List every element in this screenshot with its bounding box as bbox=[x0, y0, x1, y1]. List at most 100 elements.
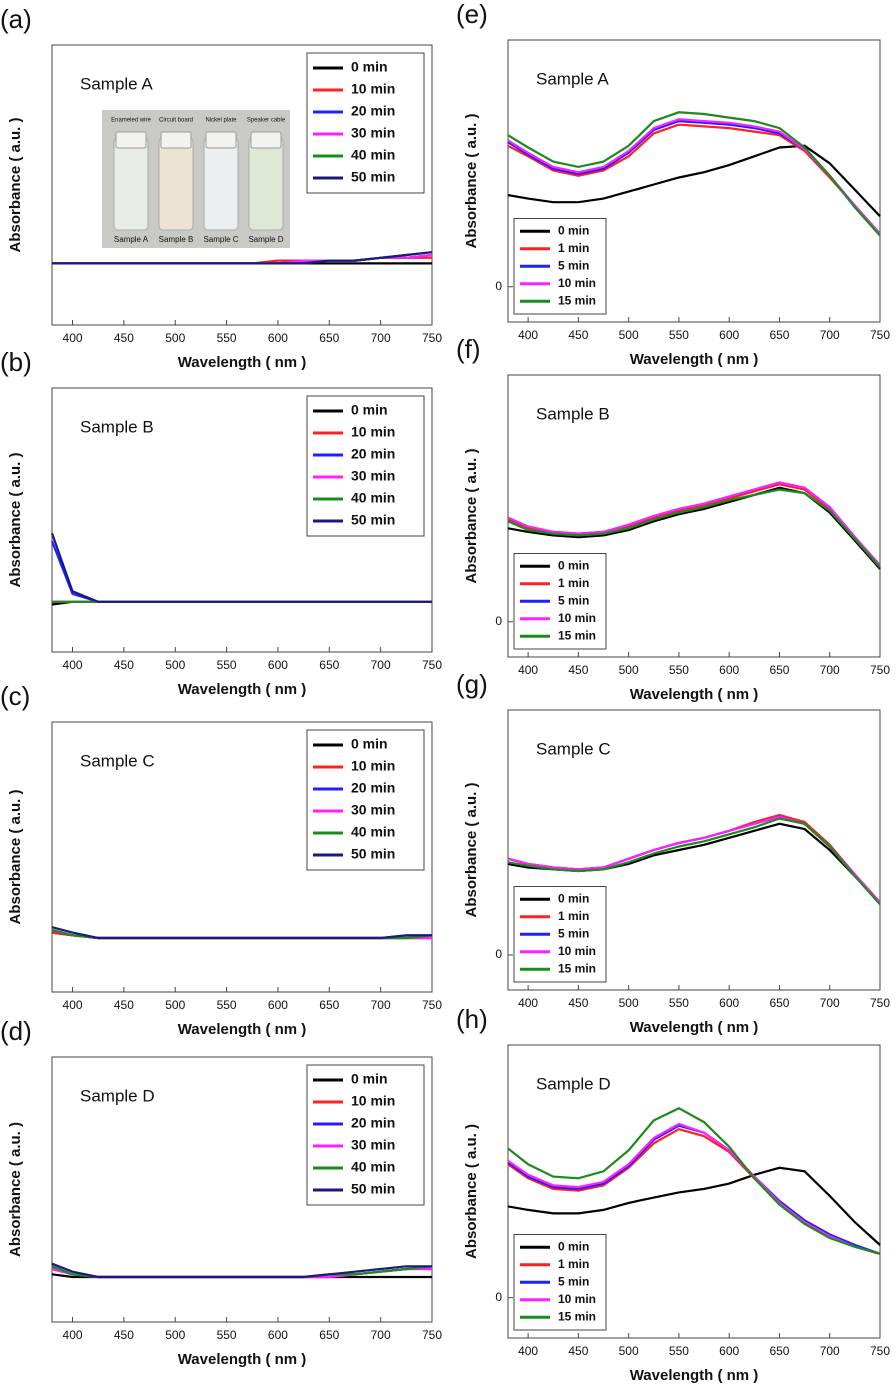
x-tick-label: 750 bbox=[422, 1328, 442, 1342]
x-tick-label: 600 bbox=[268, 998, 288, 1012]
x-tick-label: 450 bbox=[114, 1328, 134, 1342]
legend-box bbox=[306, 395, 425, 537]
legend-label: 1 min bbox=[558, 576, 589, 590]
legend-label: 10 min bbox=[558, 1292, 596, 1306]
legend-label: 1 min bbox=[558, 241, 589, 255]
series-line bbox=[51, 1262, 432, 1279]
legend-label: 20 min bbox=[351, 1115, 395, 1131]
sample-title: Sample D bbox=[80, 1086, 155, 1105]
legend-label: 50 min bbox=[351, 846, 395, 862]
panel-label: (f) bbox=[456, 334, 481, 364]
legend-label: 10 min bbox=[351, 1093, 395, 1109]
x-tick-label: 500 bbox=[619, 1344, 639, 1358]
x-axis-label: Wavelength ( nm ) bbox=[630, 686, 759, 703]
x-axis-label: Wavelength ( nm ) bbox=[630, 351, 759, 368]
plot-frame bbox=[51, 44, 433, 326]
sample-title: Sample B bbox=[80, 417, 154, 436]
series-line bbox=[51, 1265, 433, 1279]
legend-label: 10 min bbox=[558, 276, 596, 290]
legend-label: 50 min bbox=[351, 169, 395, 185]
x-tick-label: 600 bbox=[719, 1344, 739, 1358]
y-axis-label: Absorbance ( a.u. ) bbox=[7, 117, 24, 252]
x-tick-label: 550 bbox=[217, 1328, 237, 1342]
series-line bbox=[507, 118, 881, 235]
legend-label: 0 min bbox=[351, 736, 388, 752]
series-line bbox=[50, 532, 432, 603]
inset-caption: Sample C bbox=[203, 235, 238, 244]
x-tick-label: 750 bbox=[870, 1344, 890, 1358]
legend-label: 10 min bbox=[558, 611, 596, 625]
plot-frame bbox=[51, 721, 433, 993]
x-tick-label: 650 bbox=[319, 658, 339, 672]
legend-label: 40 min bbox=[351, 490, 395, 506]
panel-label: (h) bbox=[456, 1004, 488, 1034]
x-tick-label: 550 bbox=[669, 1344, 689, 1358]
y-axis-label: Absorbance ( a.u. ) bbox=[463, 448, 480, 583]
x-axis-label: Wavelength ( nm ) bbox=[630, 1367, 759, 1384]
inset-caption: Sample D bbox=[248, 235, 283, 244]
vial bbox=[248, 137, 284, 231]
y-axis-label: Absorbance ( a.u. ) bbox=[7, 452, 24, 587]
x-tick-label: 600 bbox=[268, 331, 288, 345]
x-tick-label: 700 bbox=[820, 996, 840, 1010]
y-tick-label: 0 bbox=[495, 279, 502, 293]
series-line bbox=[507, 144, 881, 217]
panel-label: (d) bbox=[0, 1016, 32, 1046]
x-tick-label: 450 bbox=[568, 1344, 588, 1358]
panel-label: (a) bbox=[0, 4, 32, 34]
x-tick-label: 750 bbox=[422, 658, 442, 672]
x-tick-label: 500 bbox=[619, 663, 639, 677]
series-line bbox=[507, 1122, 881, 1255]
legend-label: 1 min bbox=[558, 1257, 589, 1271]
plot-frame bbox=[507, 39, 881, 323]
x-tick-label: 600 bbox=[268, 658, 288, 672]
x-tick-label: 450 bbox=[114, 998, 134, 1012]
series-line bbox=[507, 488, 881, 568]
vial-cap bbox=[250, 131, 282, 149]
vial-cap bbox=[160, 131, 192, 149]
plot-frame bbox=[51, 1056, 433, 1323]
legend-label: 50 min bbox=[351, 512, 395, 528]
series-line bbox=[507, 1106, 881, 1255]
panel-label: (g) bbox=[456, 669, 488, 699]
series-line bbox=[51, 928, 432, 940]
vial bbox=[113, 137, 149, 231]
legend-label: 0 min bbox=[558, 223, 589, 237]
legend-label: 0 min bbox=[351, 1071, 388, 1087]
inset-label: Enameled wire bbox=[111, 118, 151, 124]
x-tick-label: 550 bbox=[669, 663, 689, 677]
x-axis-label: Wavelength ( nm ) bbox=[178, 1351, 307, 1368]
sample-title: Sample D bbox=[536, 1074, 611, 1093]
x-axis-label: Wavelength ( nm ) bbox=[178, 1021, 307, 1038]
legend-label: 15 min bbox=[558, 293, 596, 307]
sample-title: Sample A bbox=[536, 69, 609, 88]
x-tick-label: 450 bbox=[114, 331, 134, 345]
x-tick-label: 500 bbox=[165, 658, 185, 672]
y-axis-label: Absorbance ( a.u. ) bbox=[463, 1124, 480, 1259]
legend-label: 1 min bbox=[558, 909, 589, 923]
legend-label: 15 min bbox=[558, 1309, 596, 1323]
legend-label: 10 min bbox=[558, 944, 596, 958]
legend-label: 50 min bbox=[351, 1181, 395, 1197]
x-tick-label: 400 bbox=[63, 1328, 83, 1342]
legend-label: 30 min bbox=[351, 802, 395, 818]
x-tick-label: 450 bbox=[568, 996, 588, 1010]
sample-title: Sample A bbox=[80, 74, 153, 93]
legend-label: 5 min bbox=[558, 1274, 589, 1288]
sample-title: Sample C bbox=[80, 751, 155, 770]
x-tick-label: 400 bbox=[518, 1344, 538, 1358]
legend-label: 20 min bbox=[351, 103, 395, 119]
x-tick-label: 450 bbox=[568, 328, 588, 342]
x-tick-label: 700 bbox=[371, 658, 391, 672]
x-axis-label: Wavelength ( nm ) bbox=[630, 1019, 759, 1036]
x-tick-label: 750 bbox=[422, 998, 442, 1012]
x-tick-label: 400 bbox=[63, 658, 83, 672]
legend-label: 40 min bbox=[351, 147, 395, 163]
x-tick-label: 500 bbox=[165, 1328, 185, 1342]
x-tick-label: 400 bbox=[518, 996, 538, 1010]
x-tick-label: 750 bbox=[870, 328, 890, 342]
x-tick-label: 600 bbox=[719, 663, 739, 677]
legend-label: 20 min bbox=[351, 780, 395, 796]
legend-label: 0 min bbox=[351, 402, 388, 418]
legend-label: 30 min bbox=[351, 1137, 395, 1153]
